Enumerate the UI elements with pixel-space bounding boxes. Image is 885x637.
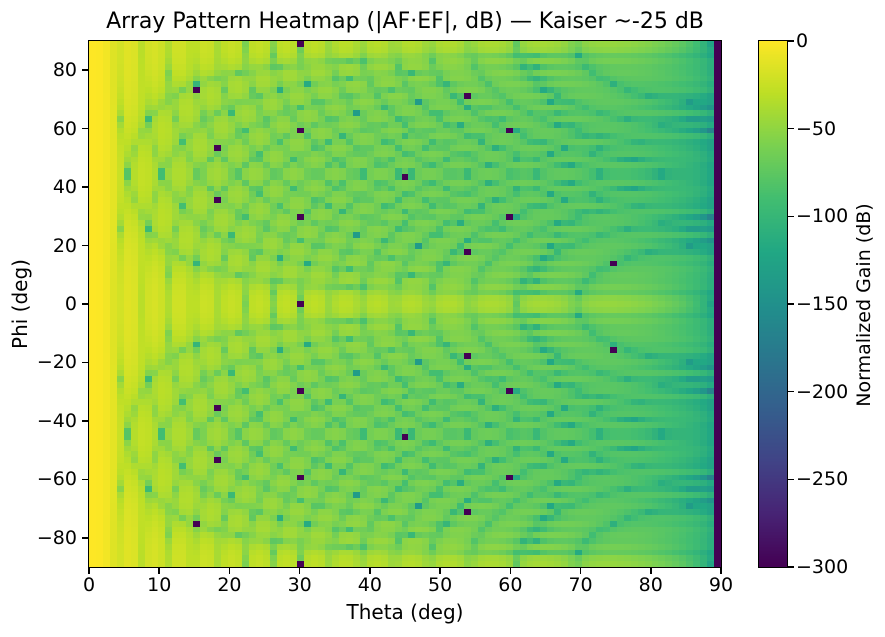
x-tick-label: 90 bbox=[708, 574, 734, 596]
y-tick-mark bbox=[82, 361, 88, 364]
x-tick-label: 80 bbox=[638, 574, 663, 596]
colorbar-tick-label: 0 bbox=[796, 30, 809, 52]
colorbar-tick-mark bbox=[788, 303, 794, 305]
chart-title: Array Pattern Heatmap (|AF·EF|, dB) — Ka… bbox=[106, 9, 704, 34]
x-tick-mark bbox=[298, 568, 301, 574]
x-tick-label: 60 bbox=[498, 574, 523, 596]
x-tick-label: 40 bbox=[357, 574, 382, 596]
y-tick-mark bbox=[82, 537, 88, 539]
x-tick-label: 10 bbox=[147, 574, 172, 596]
x-tick-mark bbox=[509, 568, 512, 574]
x-tick-mark bbox=[579, 568, 582, 574]
x-tick-mark bbox=[650, 568, 652, 574]
x-tick-mark bbox=[369, 568, 371, 574]
heatmap-plot-area bbox=[88, 40, 722, 568]
colorbar-tick-mark bbox=[788, 215, 794, 218]
x-axis-label: Theta (deg) bbox=[346, 600, 464, 624]
x-tick-mark bbox=[439, 568, 441, 574]
colorbar-gradient bbox=[759, 41, 787, 567]
x-tick-label: 30 bbox=[287, 574, 312, 596]
x-tick-label: 20 bbox=[217, 574, 242, 596]
x-tick-mark bbox=[88, 568, 90, 574]
y-tick-label: 20 bbox=[52, 234, 77, 257]
colorbar-tick-mark bbox=[788, 390, 794, 393]
colorbar-tick-mark bbox=[788, 478, 794, 481]
y-tick-mark bbox=[82, 420, 88, 422]
x-tick-label: 50 bbox=[428, 574, 453, 596]
y-tick-mark bbox=[82, 303, 88, 305]
colorbar-tick-label: −250 bbox=[796, 468, 849, 491]
x-tick-label: 70 bbox=[568, 574, 593, 596]
y-tick-label: −20 bbox=[36, 351, 77, 374]
colorbar bbox=[758, 40, 788, 568]
colorbar-tick-label: −300 bbox=[796, 556, 849, 578]
y-tick-label: −80 bbox=[36, 526, 77, 549]
colorbar-tick-label: −150 bbox=[796, 293, 849, 315]
x-tick-label: 0 bbox=[82, 574, 96, 596]
colorbar-tick-mark bbox=[788, 40, 794, 42]
y-tick-label: 40 bbox=[52, 176, 77, 199]
y-tick-label: −40 bbox=[36, 409, 77, 432]
colorbar-tick-mark bbox=[788, 127, 794, 130]
y-tick-label: −60 bbox=[36, 468, 77, 491]
colorbar-tick-mark bbox=[788, 566, 794, 568]
y-tick-label: 80 bbox=[52, 59, 77, 82]
y-tick-mark bbox=[82, 127, 88, 130]
x-tick-mark bbox=[228, 568, 231, 574]
heatmap-image bbox=[89, 41, 721, 567]
y-tick-mark bbox=[82, 69, 88, 71]
y-tick-mark bbox=[82, 186, 88, 188]
y-tick-mark bbox=[82, 478, 88, 481]
colorbar-tick-label: −50 bbox=[796, 117, 837, 140]
colorbar-tick-label: −100 bbox=[796, 205, 849, 228]
y-tick-label: 0 bbox=[64, 293, 77, 315]
x-tick-mark bbox=[158, 568, 160, 574]
y-tick-mark bbox=[82, 244, 88, 247]
x-tick-mark bbox=[720, 568, 722, 574]
y-tick-label: 60 bbox=[52, 117, 77, 140]
colorbar-tick-label: −200 bbox=[796, 380, 849, 403]
